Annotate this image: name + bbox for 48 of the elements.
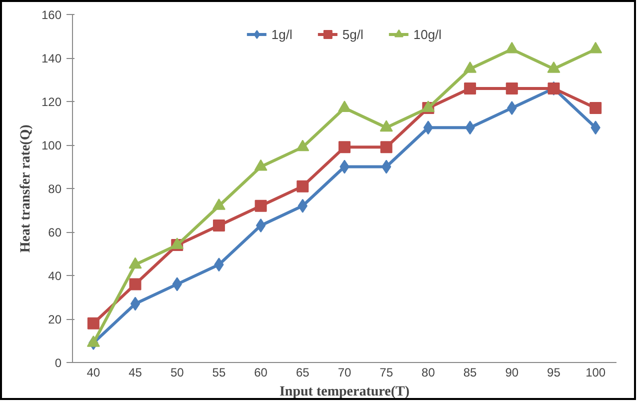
point [256, 218, 266, 232]
y-tick-label: 100 [41, 138, 62, 152]
point [87, 317, 100, 330]
point [506, 82, 518, 94]
point [129, 278, 142, 290]
y-tick-label: 140 [41, 52, 62, 66]
point [423, 120, 434, 135]
x-tick-label: 95 [547, 366, 561, 380]
point [130, 296, 140, 311]
point [296, 180, 309, 192]
x-tick-label: 45 [128, 366, 142, 380]
y-tick-label: 60 [48, 226, 62, 240]
x-tick-label: 85 [463, 366, 478, 380]
point [254, 200, 267, 212]
y-tick-label: 120 [41, 95, 62, 109]
legend-label: 5g/l [342, 26, 364, 42]
point [212, 219, 225, 232]
point [254, 159, 268, 171]
x-tick-label: 70 [338, 366, 352, 380]
point [338, 100, 351, 112]
y-tick-label: 80 [48, 182, 62, 196]
point [589, 42, 602, 54]
x-tick-label: 100 [586, 366, 606, 380]
y-tick-label: 0 [54, 356, 62, 370]
point [464, 61, 477, 73]
point [505, 42, 518, 54]
x-tick-label: 55 [212, 366, 226, 380]
legend-label: 10g/l [413, 26, 442, 42]
y-tick-label: 20 [48, 312, 62, 326]
x-tick-label: 40 [86, 366, 100, 380]
point [338, 141, 350, 154]
x-tick-label: 75 [380, 366, 394, 380]
point [590, 102, 602, 114]
point [296, 140, 310, 152]
y-tick-label: 40 [48, 269, 62, 283]
point [380, 120, 393, 132]
x-tick-label: 60 [254, 366, 268, 380]
point [422, 100, 435, 112]
x-tick-label: 50 [170, 366, 184, 380]
y-tick-label: 160 [41, 8, 62, 22]
point [547, 61, 560, 73]
point [464, 82, 476, 94]
legend-label: 1g/l [271, 26, 292, 42]
point [380, 141, 392, 154]
y-axis-title: Heat transfer rate(Q) [18, 124, 34, 253]
x-tick-label: 80 [422, 366, 436, 380]
x-tick-label: 90 [505, 366, 519, 380]
x-tick-label: 65 [296, 366, 310, 380]
